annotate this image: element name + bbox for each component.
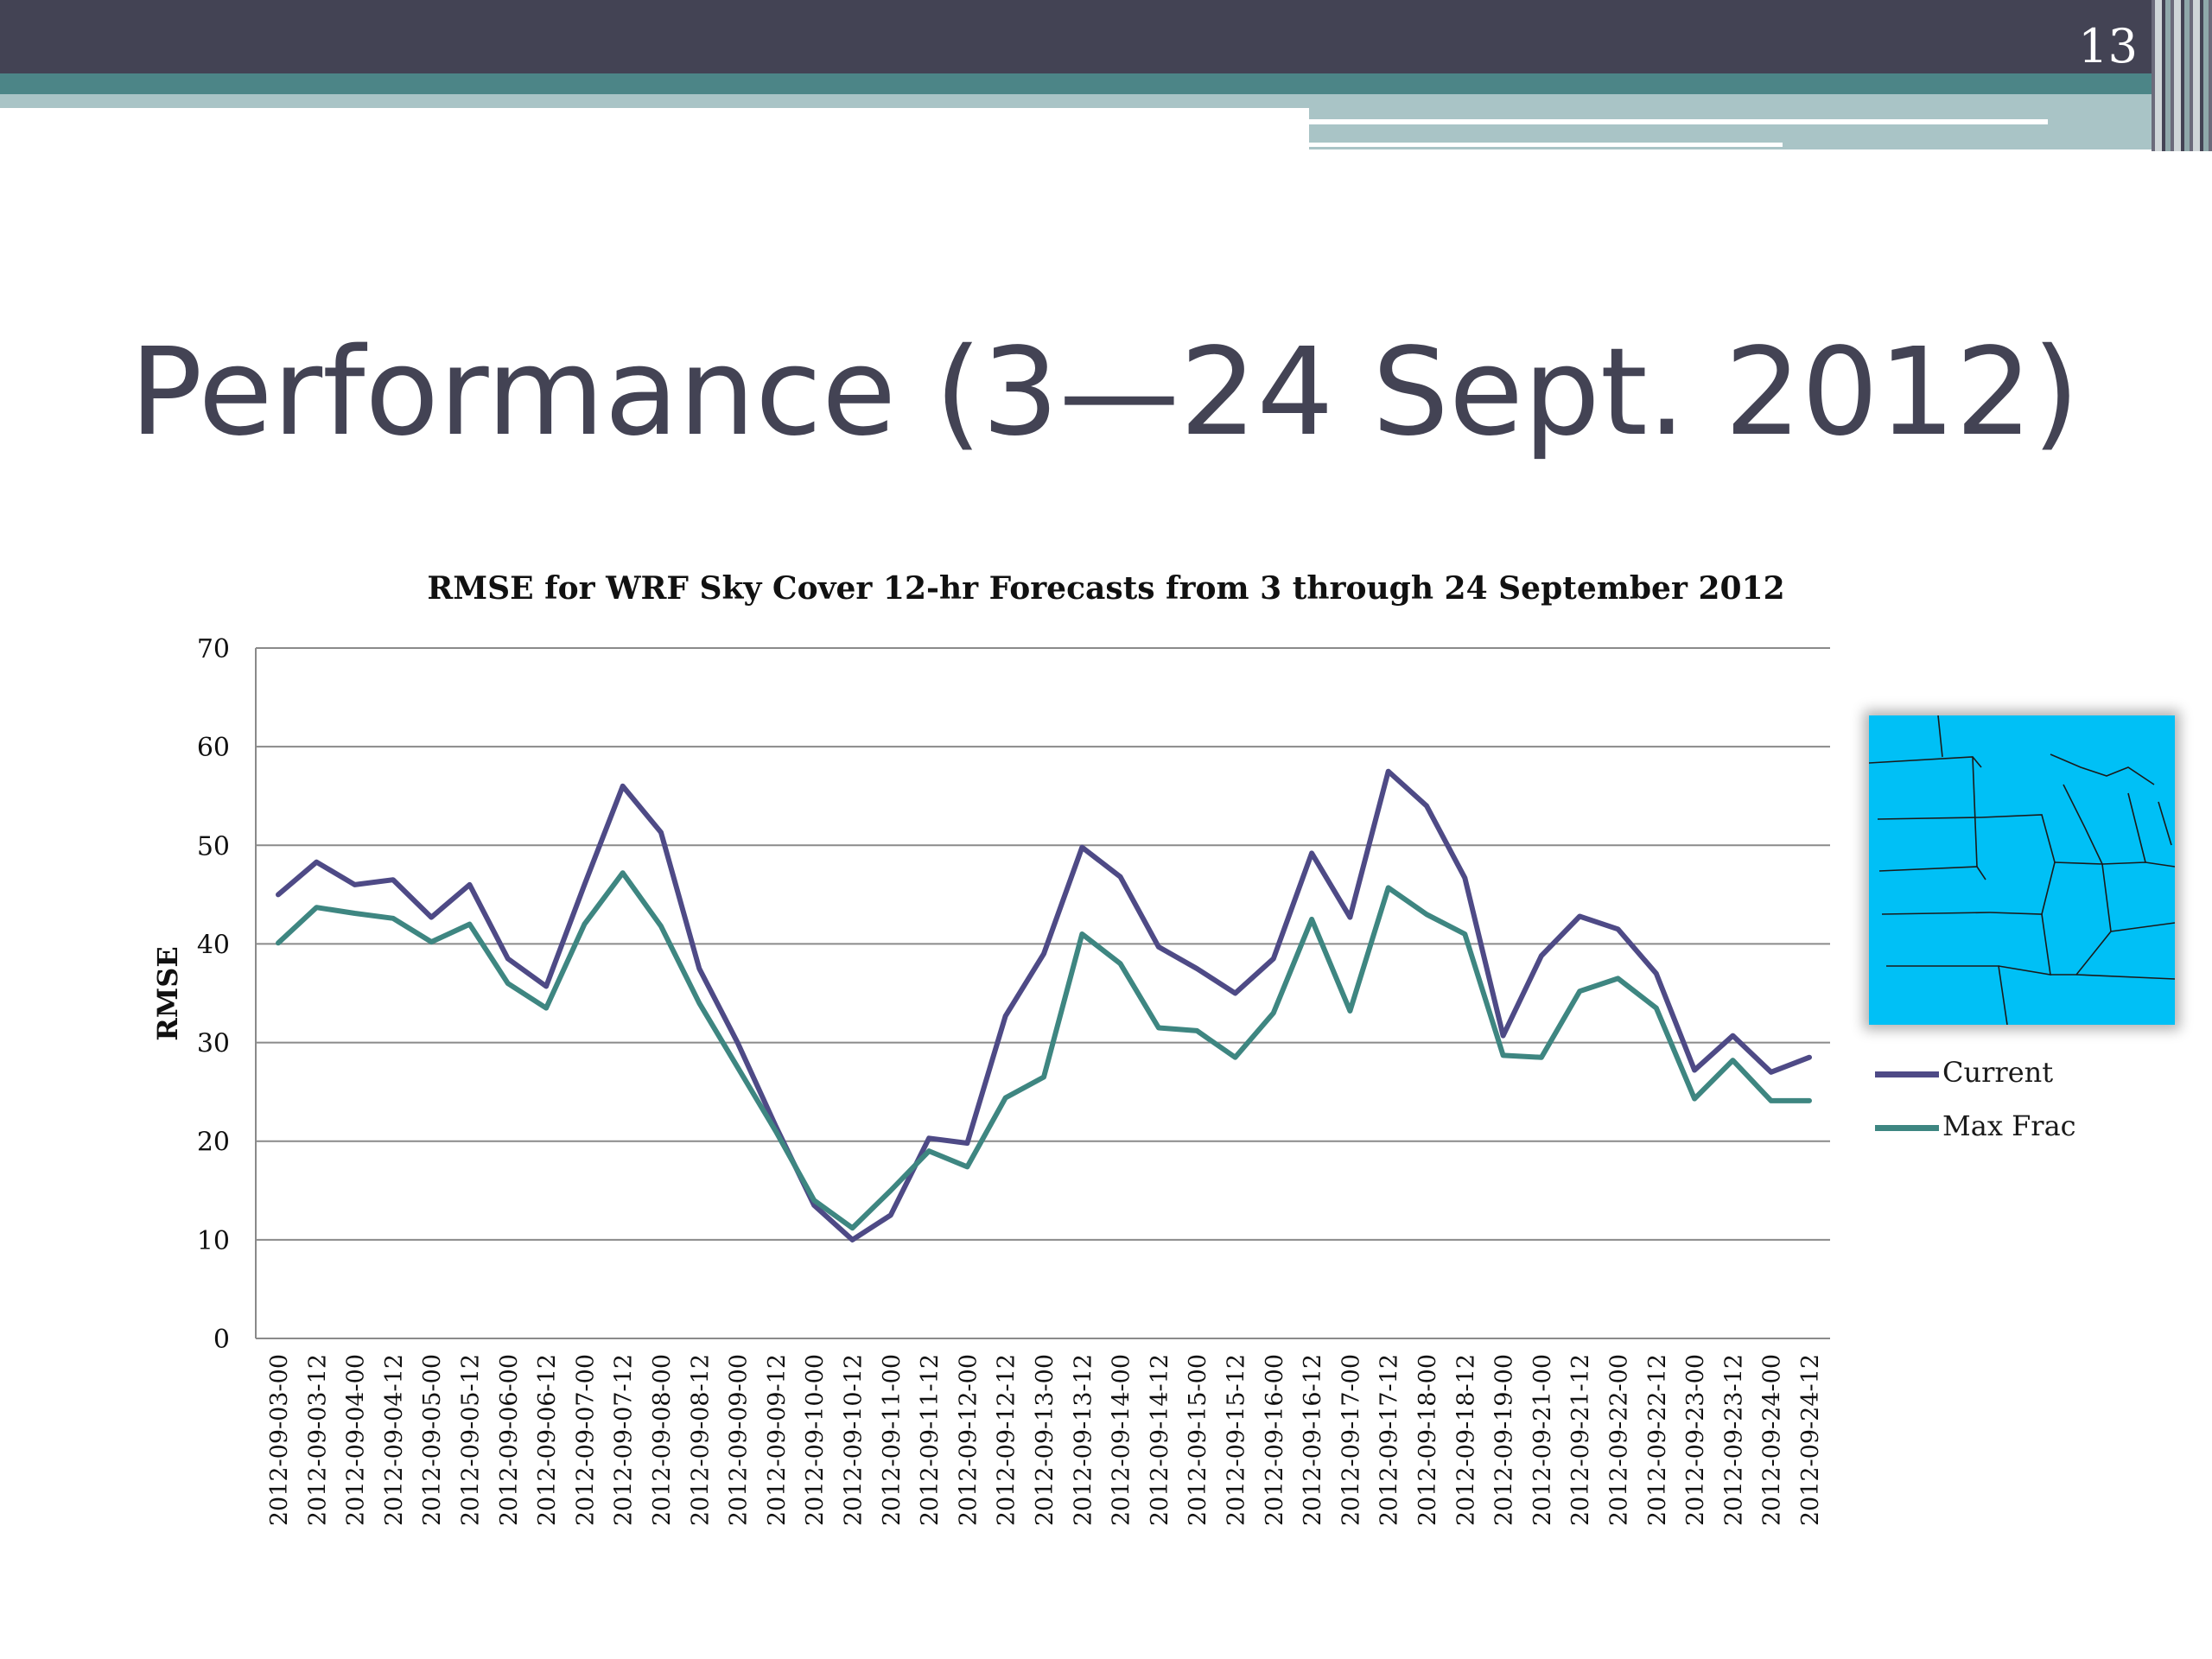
x-tick-label: 2012-09-09-00 <box>726 1354 753 1526</box>
x-tick-label: 2012-09-18-12 <box>1452 1354 1479 1526</box>
y-tick-label: 30 <box>197 1029 230 1059</box>
x-tick-label: 2012-09-15-12 <box>1224 1354 1250 1526</box>
x-tick-label: 2012-09-06-12 <box>534 1354 561 1526</box>
y-tick-label: 10 <box>197 1226 230 1256</box>
x-tick-label: 2012-09-11-00 <box>879 1354 906 1526</box>
x-tick-label: 2012-09-08-00 <box>649 1354 676 1526</box>
x-tick-label: 2012-09-13-12 <box>1070 1354 1096 1526</box>
gridlines <box>256 647 1830 1241</box>
y-tick-label: 50 <box>197 831 230 861</box>
x-tick-labels: 2012-09-03-00 2012-09-03-12 2012-09-04-00 2… <box>266 1354 1824 1526</box>
x-tick-label: 2012-09-12-12 <box>994 1354 1020 1526</box>
header-divider-line <box>1309 119 2048 124</box>
y-tick-label: 20 <box>197 1128 230 1158</box>
legend-swatch-current <box>1875 1071 1939 1077</box>
x-tick-label: 2012-09-14-00 <box>1109 1354 1135 1526</box>
x-tick-label: 2012-09-14-12 <box>1147 1354 1173 1526</box>
chart-title: RMSE for WRF Sky Cover 12-hr Forecasts f… <box>427 570 1784 607</box>
x-tick-label: 2012-09-05-12 <box>458 1354 485 1526</box>
x-tick-label: 2012-09-11-12 <box>917 1354 944 1526</box>
legend-label-max-frac: Max Frac <box>1942 1109 2076 1142</box>
legend-label-current: Current <box>1942 1056 2054 1089</box>
x-tick-label: 2012-09-09-12 <box>764 1354 791 1526</box>
legend-swatch-max-frac <box>1875 1125 1939 1131</box>
legend-item-max-frac: Max Frac <box>1875 1106 2134 1149</box>
y-axis-label: RMSE <box>151 946 184 1041</box>
axes <box>255 648 1830 1339</box>
series-line-max-frac <box>276 870 1812 1231</box>
x-tick-label: 2012-09-22-12 <box>1644 1354 1671 1526</box>
x-tick-label: 2012-09-05-00 <box>419 1354 446 1526</box>
series-line-current <box>276 768 1812 1243</box>
x-tick-label: 2012-09-23-00 <box>1682 1354 1709 1526</box>
x-tick-label: 2012-09-16-00 <box>1262 1354 1288 1526</box>
y-tick-label: 70 <box>197 634 230 664</box>
x-tick-label: 2012-09-08-12 <box>687 1354 714 1526</box>
midwest-map-image <box>1868 715 2176 1026</box>
x-tick-label: 2012-09-10-12 <box>841 1354 868 1526</box>
series-lines <box>276 768 1812 1243</box>
x-tick-label: 2012-09-07-00 <box>572 1354 599 1526</box>
x-tick-label: 2012-09-07-12 <box>611 1354 638 1526</box>
x-tick-label: 2012-09-21-12 <box>1567 1354 1594 1526</box>
y-tick-label: 40 <box>197 930 230 960</box>
x-tick-label: 2012-09-17-12 <box>1376 1354 1403 1526</box>
state-borders <box>1868 715 2176 1026</box>
x-tick-label: 2012-09-16-12 <box>1300 1354 1326 1526</box>
x-tick-label: 2012-09-24-00 <box>1759 1354 1786 1526</box>
x-tick-label: 2012-09-24-12 <box>1797 1354 1824 1526</box>
x-tick-label: 2012-09-17-00 <box>1338 1354 1364 1526</box>
x-tick-label: 2012-09-21-00 <box>1529 1354 1556 1526</box>
y-tick-label: 0 <box>213 1325 230 1355</box>
x-tick-label: 2012-09-04-00 <box>343 1354 370 1526</box>
y-tick-labels: 0 10 20 30 40 50 60 70 <box>197 634 230 1355</box>
x-tick-label: 2012-09-13-00 <box>1032 1354 1058 1526</box>
x-tick-label: 2012-09-12-00 <box>955 1354 982 1526</box>
x-tick-label: 2012-09-23-12 <box>1720 1354 1747 1526</box>
x-tick-label: 2012-09-22-00 <box>1606 1354 1633 1526</box>
corner-stripes <box>2152 0 2212 151</box>
x-tick-label: 2012-09-10-00 <box>802 1354 829 1526</box>
slide-number: 13 <box>2078 19 2138 73</box>
slide-title: Performance (3—24 Sept. 2012) <box>130 322 2080 463</box>
x-tick-label: 2012-09-18-00 <box>1414 1354 1441 1526</box>
header-band <box>0 0 2212 73</box>
x-tick-label: 2012-09-04-12 <box>381 1354 408 1526</box>
x-tick-label: 2012-09-03-12 <box>304 1354 331 1526</box>
header-divider-line <box>1309 143 1783 147</box>
header-light-band <box>0 94 1309 108</box>
x-tick-label: 2012-09-19-00 <box>1491 1354 1518 1526</box>
x-tick-label: 2012-09-06-00 <box>496 1354 523 1526</box>
x-tick-label: 2012-09-03-00 <box>266 1354 293 1526</box>
header-accent-band <box>0 73 2212 94</box>
y-tick-label: 60 <box>197 733 230 763</box>
legend-item-current: Current <box>1875 1052 2134 1096</box>
x-tick-label: 2012-09-15-00 <box>1185 1354 1211 1526</box>
